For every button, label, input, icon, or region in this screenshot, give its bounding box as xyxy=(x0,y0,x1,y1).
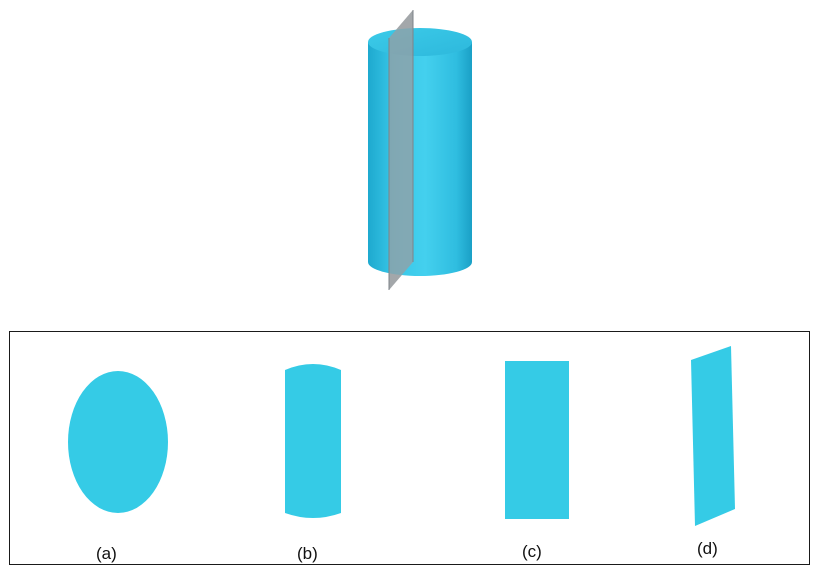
option-c-rectangle xyxy=(505,361,569,519)
option-a-label: (a) xyxy=(96,544,117,563)
option-b-curved-rectangle xyxy=(285,364,341,518)
option-c-label: (c) xyxy=(522,542,542,561)
option-d-label: (d) xyxy=(697,539,718,558)
cylinder-with-plane-figure xyxy=(368,10,472,290)
option-d-parallelogram xyxy=(691,346,735,526)
option-a-ellipse xyxy=(68,371,168,513)
option-b-label: (b) xyxy=(297,544,318,563)
cutting-plane-front xyxy=(389,10,413,290)
